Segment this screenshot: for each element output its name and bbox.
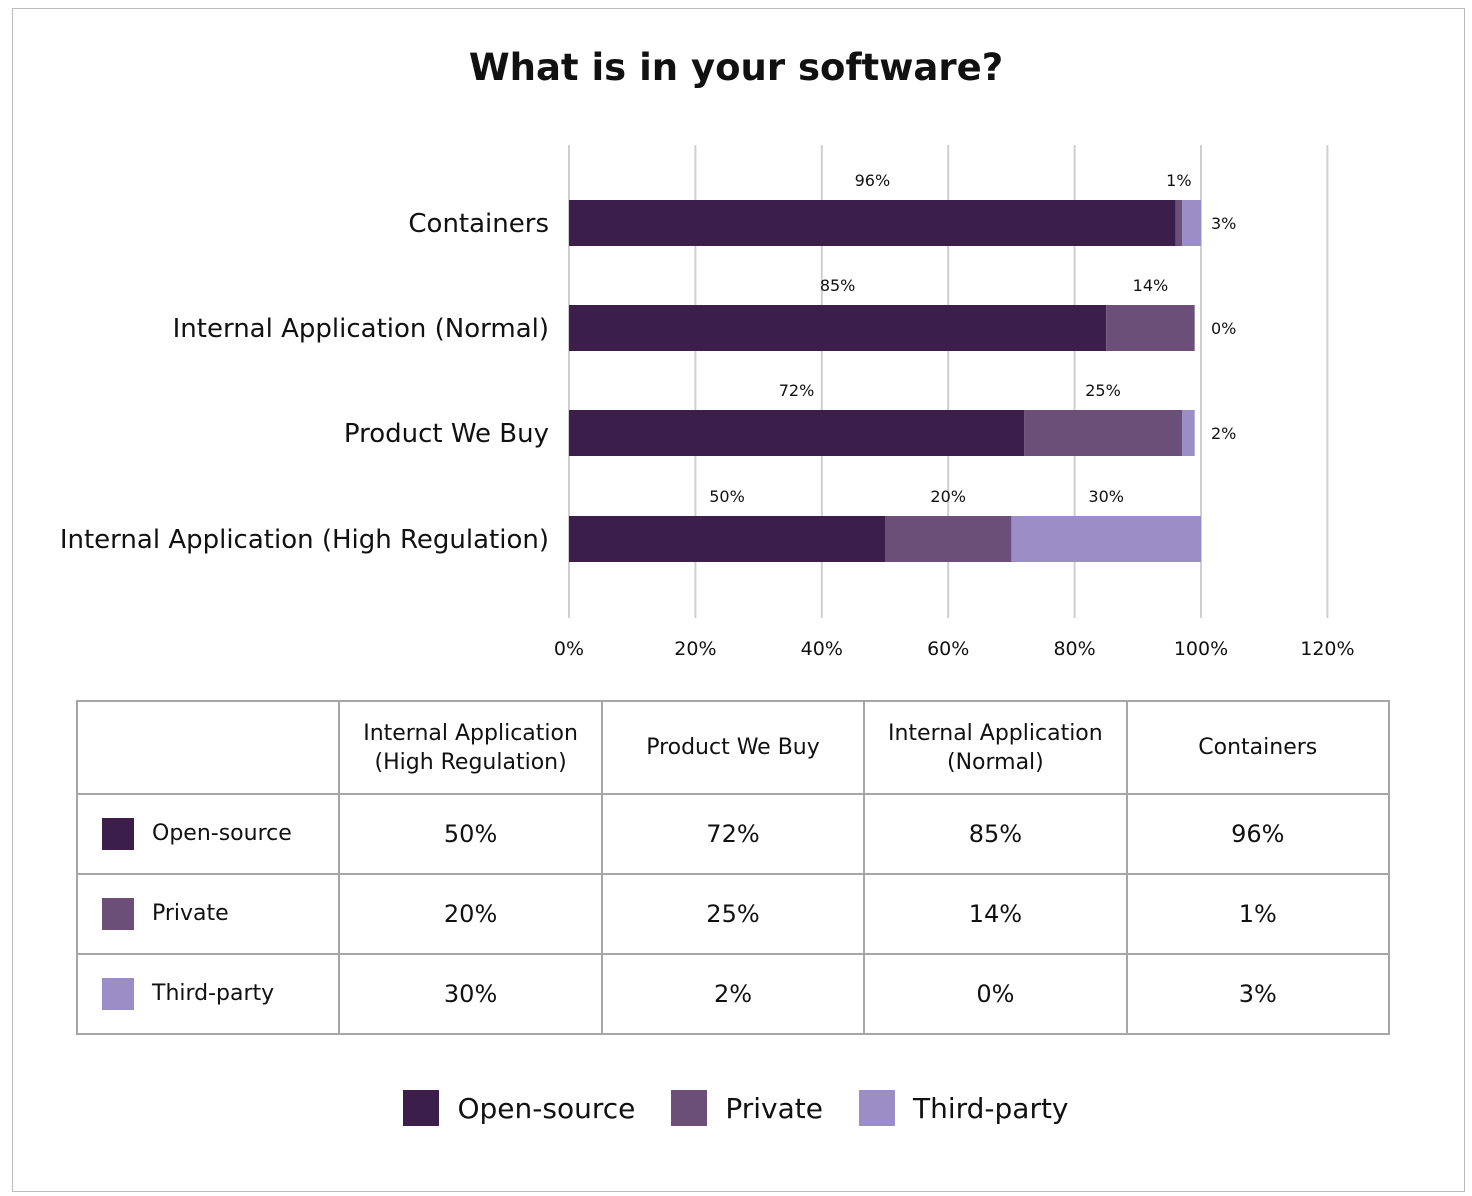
data-label: 1% [1166,171,1191,190]
bar-plot: 0% 20% 40% 60% 80% 100% 120% Containers 96% 1% 3% I… [60,145,1355,660]
table-cell: 2% [600,953,866,1035]
series-swatch [102,898,134,930]
table-row: Private 20% 25% 14% 1% [75,873,1391,955]
legend-label: Third-party [912,1091,1069,1125]
table-header-cell: Product We Buy [600,700,866,795]
bar-segment-private [1106,305,1195,351]
table-cell: 72% [600,793,866,875]
bar-segment-private [1175,200,1183,246]
chart-title: What is in your software? [468,46,1004,89]
data-label: 96% [855,171,891,190]
row-label: Open-source [152,821,292,846]
row-label-cell: Private [75,873,341,955]
legend-swatch [671,1090,708,1126]
bar-segment-third-party [1182,200,1201,246]
row-label-cell: Third-party [75,953,341,1035]
x-tick-label: 0% [554,638,584,660]
legend-label: Private [725,1091,823,1125]
data-table: Internal Application (High Regulation) Pro… [75,700,1391,1035]
data-label: 30% [1088,487,1124,506]
table-cell: 96% [1125,793,1391,875]
table-header-cell: Internal Application (Normal) [863,700,1128,795]
data-label: 14% [1133,276,1169,295]
legend-label: Open-source [457,1091,636,1125]
data-label: 50% [709,487,745,506]
data-label: 0% [1211,319,1236,338]
table-header-cell [75,700,341,795]
series-swatch [102,818,134,850]
chart-frame [12,8,1465,1192]
data-label: 20% [930,487,966,506]
data-label: 3% [1211,214,1236,233]
legend-swatch [858,1090,895,1126]
data-label: 85% [820,276,856,295]
category-label: Internal Application (High Regulation) [60,525,549,555]
legend-item: Open-source [403,1090,635,1126]
x-tick-label: 40% [801,638,843,660]
bar-segment-private [1024,410,1183,456]
table-cell: 20% [338,873,603,955]
bar-segment-third-party [1182,410,1195,456]
table-cell: 30% [338,953,603,1035]
legend-swatch [403,1090,440,1126]
category-label: Product We Buy [344,419,549,449]
x-tick-label: 60% [927,638,969,660]
data-label: 72% [779,381,815,400]
legend: Open-source Private Third-party [0,1090,1472,1126]
x-tick-label: 120% [1300,638,1354,660]
data-label: 2% [1211,424,1236,443]
table-cell: 14% [863,873,1128,955]
x-tick-label: 80% [1053,638,1095,660]
row-label: Private [152,901,229,926]
category-label: Internal Application (Normal) [173,314,549,344]
table-cell: 85% [863,793,1128,875]
table-row: Open-source 50% 72% 85% 96% [75,793,1391,875]
bar-segment-private [885,516,1012,562]
bar-segment-open-source [569,200,1176,246]
legend-item: Private [671,1090,823,1126]
category-label: Containers [408,209,549,239]
table-cell: 1% [1125,873,1391,955]
table-cell: 0% [863,953,1128,1035]
bar-segment-open-source [569,516,885,562]
x-tick-label: 100% [1174,638,1228,660]
row-label: Third-party [152,981,275,1006]
table-row: Third-party 30% 2% 0% 3% [75,953,1391,1035]
bar-segment-third-party [1011,516,1201,562]
series-swatch [102,978,134,1010]
x-tick-label: 20% [674,638,716,660]
data-label: 25% [1085,381,1121,400]
table-cell: 25% [600,873,866,955]
bar-segment-open-source [569,305,1107,351]
table-header-cell: Containers [1125,700,1391,795]
row-label-cell: Open-source [75,793,341,875]
legend-item: Third-party [858,1090,1069,1126]
table-header-cell: Internal Application (High Regulation) [338,700,603,795]
bar-segment-open-source [569,410,1025,456]
table-cell: 50% [338,793,603,875]
table-header-row: Internal Application (High Regulation) Pro… [75,700,1391,795]
table-cell: 3% [1125,953,1391,1035]
